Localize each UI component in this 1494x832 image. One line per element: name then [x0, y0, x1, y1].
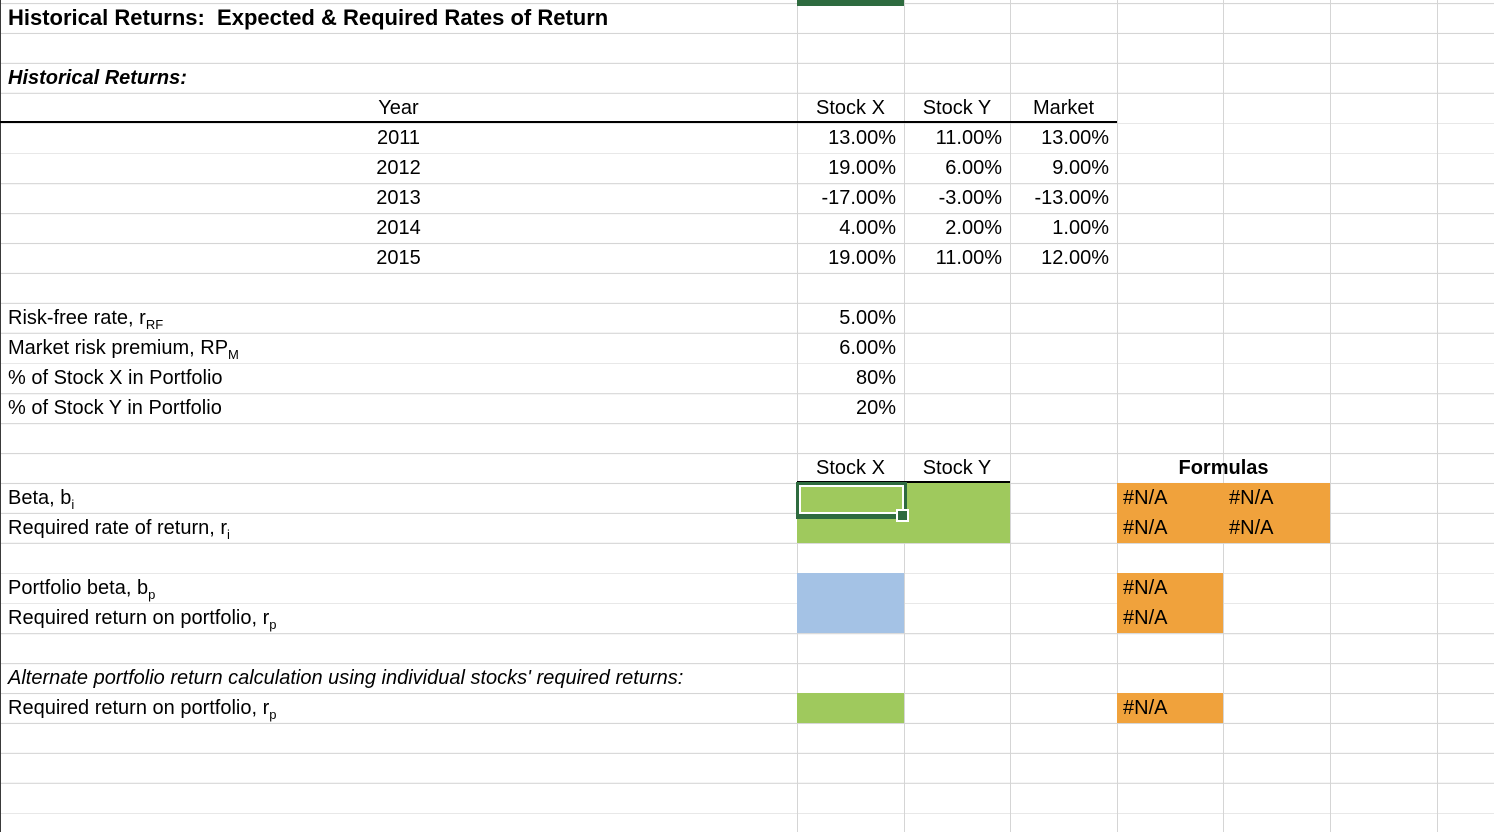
gridline-vertical	[1330, 0, 1331, 832]
sheet-left-border	[0, 0, 1, 832]
portfolio-required-return-label[interactable]: Required return on portfolio, rp	[0, 603, 797, 633]
selected-cell-beta-stock-x[interactable]	[796, 482, 909, 522]
stock-y-value-cell[interactable]: 11.00%	[935, 247, 1002, 269]
label-subscript: M	[228, 347, 239, 362]
stock-x-value-cell[interactable]: 19.00%	[828, 247, 896, 269]
label-subscript: RF	[145, 317, 164, 332]
year-column-header[interactable]: Year	[378, 97, 419, 119]
year-cell[interactable]: 2011	[376, 127, 420, 149]
formula-na-cell[interactable]: #N/A	[1117, 513, 1223, 543]
risk-free-rate-value[interactable]: 5.00%	[839, 307, 896, 329]
label-subscript: p	[269, 617, 277, 632]
label-text: Required return on portfolio, r	[8, 697, 270, 719]
stock-y-value-cell[interactable]: 2.00%	[945, 217, 1002, 239]
stock-x-value-cell[interactable]: 19.00%	[828, 157, 896, 179]
calc-stock-x-header[interactable]: Stock X	[816, 457, 885, 479]
formula-na-cell[interactable]: #N/A	[1117, 573, 1223, 603]
pct-stock-y-value[interactable]: 20%	[855, 397, 896, 419]
stock-x-value-cell[interactable]: 13.00%	[828, 127, 896, 149]
label-subscript: i	[71, 497, 75, 512]
input-cell-beta-stock-y[interactable]	[904, 483, 1010, 513]
beta-label[interactable]: Beta, bi	[0, 483, 797, 513]
fill-handle[interactable]	[896, 509, 909, 522]
clipped-selection-edge	[797, 0, 904, 6]
label-text: Beta, b	[8, 487, 72, 509]
input-cell-alternate-required-return[interactable]	[797, 693, 904, 723]
market-value-cell[interactable]: 1.00%	[1052, 217, 1109, 239]
year-cell[interactable]: 2012	[376, 157, 421, 179]
input-cell-portfolio-beta[interactable]	[797, 573, 904, 603]
gridline-vertical	[904, 0, 905, 832]
label-subscript: i	[227, 527, 230, 542]
section-header[interactable]: Historical Returns:	[8, 67, 187, 89]
required-return-label[interactable]: Required rate of return, ri	[0, 513, 797, 543]
calc-stock-y-header[interactable]: Stock Y	[922, 457, 992, 479]
page-title[interactable]: Historical Returns: Expected & Required …	[8, 5, 609, 30]
year-cell[interactable]: 2014	[376, 217, 421, 239]
input-cell-required-return-stock-y[interactable]	[904, 513, 1010, 543]
gridline-vertical	[1437, 0, 1438, 832]
label-text: Market risk premium, RP	[8, 337, 229, 359]
formula-na-cell[interactable]: #N/A	[1223, 483, 1330, 513]
alternate-required-return-label[interactable]: Required return on portfolio, rp	[0, 693, 797, 723]
label-subscript: p	[148, 587, 156, 602]
market-value-cell[interactable]: 13.00%	[1041, 127, 1109, 149]
gridline-vertical	[1010, 0, 1011, 832]
stock-y-value-cell[interactable]: 6.00%	[945, 157, 1002, 179]
stock-x-column-header[interactable]: Stock X	[816, 97, 885, 119]
label-text: Required return on portfolio, r	[8, 607, 270, 629]
pct-stock-y-label[interactable]: % of Stock Y in Portfolio	[8, 397, 222, 419]
market-risk-premium-value[interactable]: 6.00%	[839, 337, 896, 359]
formula-na-cell[interactable]: #N/A	[1117, 603, 1223, 633]
market-value-cell[interactable]: -13.00%	[1034, 187, 1110, 209]
label-text: Required rate of return, r	[8, 517, 227, 539]
gridline-vertical	[1117, 0, 1118, 832]
formula-na-cell[interactable]: #N/A	[1223, 513, 1330, 543]
label-subscript: p	[269, 707, 277, 722]
formula-na-cell[interactable]: #N/A	[1117, 483, 1223, 513]
stock-x-value-cell[interactable]: -17.00%	[821, 187, 897, 209]
year-cell[interactable]: 2015	[376, 247, 421, 269]
header-underline-border	[0, 121, 1117, 123]
market-column-header[interactable]: Market	[1032, 97, 1095, 119]
label-text: Risk-free rate, r	[8, 307, 146, 329]
risk-free-rate-label[interactable]: Risk-free rate, rRF	[0, 303, 797, 333]
market-value-cell[interactable]: 12.00%	[1041, 247, 1109, 269]
stock-y-value-cell[interactable]: -3.00%	[938, 187, 1002, 209]
formulas-header[interactable]: Formulas	[1178, 457, 1269, 479]
gridline-vertical	[797, 0, 798, 832]
portfolio-beta-label[interactable]: Portfolio beta, bp	[0, 573, 797, 603]
market-risk-premium-label[interactable]: Market risk premium, RPM	[0, 333, 797, 363]
alternate-note[interactable]: Alternate portfolio return calculation u…	[8, 667, 684, 689]
formula-na-cell[interactable]: #N/A	[1117, 693, 1223, 723]
pct-stock-x-value[interactable]: 80%	[855, 367, 896, 389]
input-cell-portfolio-required-return[interactable]	[797, 603, 904, 633]
year-cell[interactable]: 2013	[376, 187, 421, 209]
gridline-vertical	[1223, 0, 1224, 832]
stock-y-column-header[interactable]: Stock Y	[922, 97, 992, 119]
market-value-cell[interactable]: 9.00%	[1052, 157, 1109, 179]
pct-stock-x-label[interactable]: % of Stock X in Portfolio	[8, 367, 223, 389]
stock-x-value-cell[interactable]: 4.00%	[839, 217, 896, 239]
label-text: Portfolio beta, b	[8, 577, 149, 599]
stock-y-value-cell[interactable]: 11.00%	[935, 127, 1002, 149]
